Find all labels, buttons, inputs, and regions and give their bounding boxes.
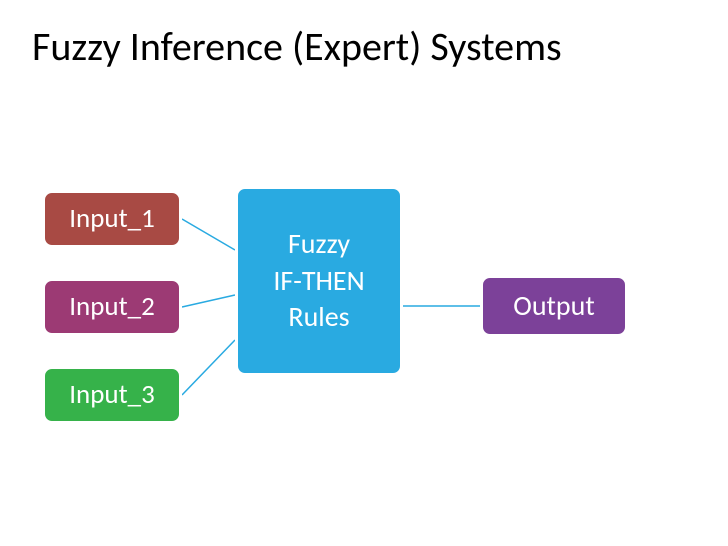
connector-line: [182, 295, 235, 307]
rules-line-1: IF-THEN: [273, 263, 364, 299]
input-2-label: Input_2: [69, 289, 155, 324]
input-1-label: Input_1: [69, 201, 155, 236]
rules-node: Fuzzy IF-THEN Rules: [235, 186, 403, 376]
input-3-node: Input_3: [42, 366, 182, 424]
output-node: Output: [480, 275, 628, 337]
rules-line-0: Fuzzy: [288, 226, 350, 262]
connector-line: [182, 219, 235, 250]
input-2-node: Input_2: [42, 278, 182, 336]
rules-line-2: Rules: [288, 299, 349, 335]
input-3-label: Input_3: [69, 377, 155, 412]
connector-line: [182, 340, 235, 395]
page-title: Fuzzy Inference (Expert) Systems: [32, 22, 562, 71]
output-label: Output: [513, 288, 594, 324]
input-1-node: Input_1: [42, 190, 182, 248]
